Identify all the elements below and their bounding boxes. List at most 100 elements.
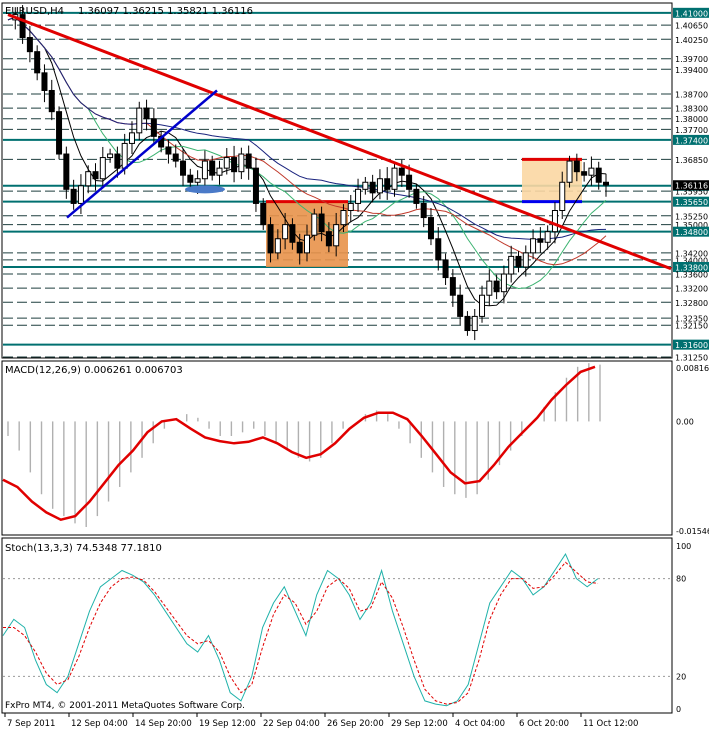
bull-candle-body — [340, 210, 347, 226]
price-tick-label: 1.33200 — [675, 285, 708, 294]
candle — [311, 208, 318, 241]
candle — [573, 153, 580, 182]
price-tick-label: 1.35950 — [675, 188, 708, 197]
price-tick-label: 1.35250 — [675, 212, 708, 221]
bear-candle-body — [41, 72, 48, 91]
candle — [296, 233, 303, 265]
bull-candle-body — [471, 315, 478, 332]
candle — [267, 217, 274, 263]
candle — [420, 196, 427, 228]
macd-plot — [2, 363, 601, 528]
time-tick-label: 12 Sep 04:00 — [71, 719, 128, 729]
bear-candle-body — [252, 167, 259, 204]
candle — [347, 194, 354, 223]
bull-candle-body — [333, 224, 340, 247]
bull-candle-body — [559, 181, 566, 212]
bull-candle-body — [85, 171, 92, 187]
bear-candle-body — [595, 167, 602, 183]
moving-averages — [7, 16, 607, 307]
bear-candle-body — [515, 255, 522, 268]
bear-candle-body — [143, 107, 150, 120]
bear-candle-body — [63, 153, 70, 190]
bear-candle-body — [318, 213, 325, 233]
candle — [19, 5, 26, 44]
candle — [231, 145, 238, 183]
macd-tick-label: -0.01546 — [676, 527, 709, 536]
candle — [26, 25, 33, 63]
candle — [369, 174, 376, 203]
bull-candle-body — [304, 234, 310, 254]
candle — [442, 253, 449, 285]
candle — [355, 178, 362, 212]
candle — [56, 106, 63, 160]
candle — [391, 161, 398, 197]
bear-candle-body — [581, 171, 588, 176]
price-tick-label: 1.32800 — [675, 299, 708, 308]
price-label-bg — [673, 196, 709, 207]
candle — [274, 229, 281, 260]
price-tick-label: 1.36850 — [675, 156, 708, 165]
time-tick-label: 29 Sep 12:00 — [391, 719, 448, 729]
stoch-main-line — [2, 553, 599, 707]
price-tick-label: 1.33800 — [675, 263, 708, 272]
candle — [41, 64, 48, 103]
bear-candle-body — [209, 160, 216, 176]
bull-candle-body — [391, 167, 398, 190]
candle — [209, 155, 216, 181]
candle — [165, 139, 172, 164]
candle — [384, 167, 391, 200]
candles — [12, 5, 609, 341]
candle — [427, 208, 434, 246]
price-tick-label: 1.32150 — [675, 322, 708, 331]
uptrend-line — [66, 89, 218, 219]
macd-axis: 0.00816 0.00 -0.01546 — [676, 364, 709, 536]
bear-candle-body — [435, 238, 442, 261]
candle — [180, 149, 187, 186]
bull-candle-body — [274, 238, 281, 254]
price-tick-label: 1.34200 — [675, 249, 708, 258]
time-tick-label: 22 Sep 04:00 — [263, 719, 320, 729]
time-tick-label: 7 Sep 2011 — [7, 719, 55, 729]
candle — [581, 162, 588, 182]
candle — [187, 168, 194, 190]
price-label-bg — [673, 261, 709, 272]
stoch-plot — [2, 553, 671, 707]
candle — [544, 225, 551, 250]
bear-candle-body — [19, 14, 26, 39]
bear-candle-body — [325, 231, 332, 247]
candle — [107, 148, 114, 163]
stoch-panel-frame — [1, 537, 673, 714]
price-tick-label: 1.35000 — [675, 221, 708, 230]
candle — [333, 212, 340, 257]
bull-candle-body — [544, 231, 551, 243]
candle — [85, 165, 92, 194]
price-label-bg — [673, 226, 709, 237]
zone-consolidation-10-oct — [522, 159, 582, 202]
candle — [457, 284, 464, 325]
stoch-title: Stoch(13,3,3) 74.5348 77.1810 — [5, 543, 162, 554]
bull-candle-body — [355, 188, 362, 204]
bull-candle-body — [128, 132, 135, 144]
price-tick-label: 1.33600 — [675, 271, 708, 280]
candle — [376, 169, 383, 200]
candle — [282, 212, 289, 250]
bear-candle-body — [267, 224, 274, 254]
time-tick-label: 19 Sep 12:00 — [199, 719, 256, 729]
bear-candle-body — [114, 153, 121, 169]
macd-panel-frame — [1, 360, 673, 536]
bull-candle-body — [479, 294, 486, 317]
bull-candle-body — [530, 238, 537, 254]
bull-candle-body — [347, 202, 354, 212]
bull-candle-body — [508, 255, 515, 275]
candle — [449, 269, 456, 307]
candle — [530, 229, 537, 260]
ohlc-readout: 1.36097 1.36215 1.35821 1.36116 — [78, 6, 253, 17]
bear-candle-body — [245, 153, 252, 169]
candle — [201, 150, 208, 188]
bull-candle-body — [588, 167, 595, 176]
candle — [537, 227, 544, 253]
bear-candle-body — [165, 146, 172, 155]
candle — [63, 146, 70, 199]
bear-candle-body — [34, 51, 41, 74]
candle — [48, 79, 55, 121]
